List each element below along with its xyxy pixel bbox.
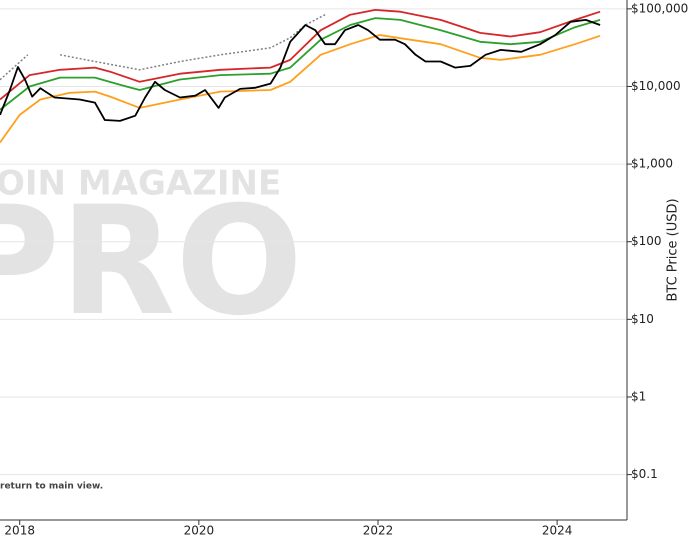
x-tick-label: 2018 [4, 524, 35, 538]
series-line [0, 9, 601, 101]
y-tick-label: $1 [631, 389, 646, 403]
x-tick-label: 2020 [184, 524, 215, 538]
y-tick-label: $100 [631, 234, 662, 248]
series-line [0, 14, 326, 81]
y-tick-label: $10,000 [631, 79, 681, 93]
y-tick-label: $1,000 [631, 157, 673, 171]
watermark-logo: PRO [0, 175, 303, 349]
watermark-mark: ® [258, 204, 272, 220]
x-tick-label: 2024 [542, 524, 573, 538]
series-line [0, 17, 601, 111]
y-tick-label: $100,000 [631, 1, 688, 15]
series-line [0, 34, 601, 144]
note: return to main view. [0, 482, 103, 492]
y-axis-label: BTC Price (USD) [666, 198, 681, 301]
y-tick-label: $10 [631, 312, 654, 326]
watermark: OIN MAGAZINE PRO ® [0, 164, 303, 350]
x-tick-label: 2022 [363, 524, 394, 538]
y-tick-label: $0.1 [631, 467, 658, 481]
series-line [0, 19, 601, 122]
watermark-text: OIN MAGAZINE [0, 164, 281, 204]
